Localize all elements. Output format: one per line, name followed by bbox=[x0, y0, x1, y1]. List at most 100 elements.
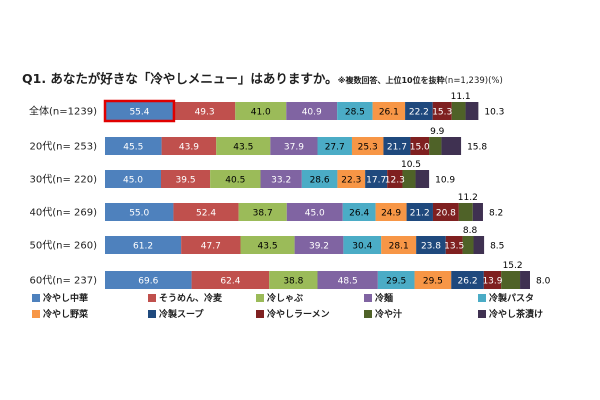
bar-segment bbox=[260, 170, 302, 188]
chart-title-sample-size: (n=1,239)(%) bbox=[444, 76, 503, 86]
legend-item: 冷や汁 bbox=[364, 307, 402, 320]
data-label: 10.3 bbox=[484, 108, 504, 118]
legend-item: 冷しゃぶ bbox=[256, 291, 303, 304]
data-label: 12.3 bbox=[385, 176, 405, 186]
bar-segment bbox=[472, 203, 483, 221]
legend-swatch bbox=[32, 310, 40, 318]
data-label: 25.3 bbox=[358, 143, 378, 153]
highlight-box bbox=[103, 99, 176, 123]
legend-label: そうめん、冷麦 bbox=[159, 294, 223, 304]
category-label: 50代(n= 260) bbox=[29, 240, 97, 252]
data-label: 10.5 bbox=[401, 160, 421, 170]
legend-swatch bbox=[364, 294, 372, 302]
bar-segment bbox=[238, 203, 287, 221]
bar-segment bbox=[377, 271, 415, 289]
bar-segment bbox=[240, 236, 295, 254]
data-label: 47.7 bbox=[201, 242, 221, 252]
bar-segment bbox=[451, 271, 484, 289]
data-label: 28.6 bbox=[310, 176, 330, 186]
data-label: 28.5 bbox=[345, 108, 365, 118]
legend-swatch bbox=[478, 310, 486, 318]
data-label: 55.0 bbox=[129, 209, 149, 219]
data-label: 45.0 bbox=[305, 209, 325, 219]
legend-item: 冷製パスタ bbox=[478, 291, 534, 304]
data-label: 26.1 bbox=[379, 108, 399, 118]
bar-segment bbox=[441, 137, 462, 155]
legend-label: 冷製パスタ bbox=[489, 294, 535, 304]
bar-segment bbox=[406, 203, 433, 221]
data-label: 8.8 bbox=[463, 226, 478, 236]
bar-segment bbox=[432, 203, 459, 221]
data-label: 21.7 bbox=[387, 143, 407, 153]
legend-label: 冷しゃぶ bbox=[267, 294, 304, 304]
bar-segment bbox=[235, 102, 287, 120]
data-label: 11.1 bbox=[451, 92, 471, 102]
bar-segment bbox=[462, 236, 474, 254]
data-label: 49.3 bbox=[195, 108, 215, 118]
data-label: 17.7 bbox=[366, 176, 386, 186]
bar-segment bbox=[432, 102, 452, 120]
bar-segment bbox=[429, 137, 442, 155]
legend-item: 冷やしラーメン bbox=[256, 307, 330, 320]
bar-segment bbox=[381, 236, 417, 254]
data-label: 38.8 bbox=[283, 277, 303, 287]
data-label: 43.9 bbox=[179, 143, 199, 153]
legend-item: 冷やし野菜 bbox=[32, 307, 88, 320]
data-label: 29.5 bbox=[386, 277, 406, 287]
category-label: 60代(n= 237) bbox=[29, 275, 97, 287]
data-label: 13.5 bbox=[444, 242, 464, 252]
legend-item: 冷やし茶漬け bbox=[478, 307, 543, 320]
data-label: 69.6 bbox=[138, 277, 158, 287]
legend-label: 冷麺 bbox=[375, 294, 394, 304]
bar-segment bbox=[387, 170, 403, 188]
legend-swatch bbox=[256, 294, 264, 302]
data-label: 62.4 bbox=[220, 277, 240, 287]
legend-swatch bbox=[148, 294, 156, 302]
data-label: 21.2 bbox=[410, 209, 430, 219]
data-label: 8.2 bbox=[489, 209, 503, 219]
bar-segment bbox=[105, 137, 162, 155]
bar-segment bbox=[105, 102, 174, 120]
data-label: 45.0 bbox=[123, 176, 143, 186]
chart-title-note: ※複数回答、上位10位を抜粋 bbox=[337, 76, 445, 85]
chart-title-main: Q1. あなたが好きな「冷やしメニュー」はありますか。 bbox=[22, 71, 338, 86]
bar-segment bbox=[105, 271, 192, 289]
data-label: 9.9 bbox=[430, 127, 445, 137]
data-label: 26.4 bbox=[349, 209, 369, 219]
category-label: 40代(n= 269) bbox=[29, 207, 97, 219]
legend-label: 冷や汁 bbox=[375, 310, 403, 320]
bar-segment bbox=[410, 137, 430, 155]
bar-segment bbox=[317, 137, 352, 155]
data-label: 26.2 bbox=[458, 277, 478, 287]
data-label: 43.5 bbox=[258, 242, 278, 252]
bar-segment bbox=[473, 236, 485, 254]
data-label: 13.9 bbox=[482, 277, 502, 287]
bar-segment bbox=[343, 236, 382, 254]
bar-segment bbox=[414, 271, 452, 289]
legend-label: 冷やし茶漬け bbox=[489, 310, 544, 320]
category-label: 20代(n= 253) bbox=[29, 141, 97, 153]
bar-segment bbox=[415, 170, 430, 188]
bar-segment bbox=[483, 271, 502, 289]
data-label: 27.7 bbox=[325, 143, 345, 153]
bar-segment bbox=[451, 102, 466, 120]
legend-swatch bbox=[364, 310, 372, 318]
bar-segment bbox=[465, 102, 479, 120]
data-label: 23.8 bbox=[421, 242, 441, 252]
bar-segment bbox=[402, 170, 416, 188]
bar-segment bbox=[317, 271, 378, 289]
bar-segment bbox=[501, 271, 521, 289]
bar-segment bbox=[365, 170, 388, 188]
data-label: 15.2 bbox=[503, 261, 523, 271]
bar-segment bbox=[105, 203, 174, 221]
bar-segment bbox=[173, 203, 239, 221]
data-label: 22.2 bbox=[409, 108, 429, 118]
data-label: 15.0 bbox=[410, 143, 430, 153]
bar-segment bbox=[161, 137, 217, 155]
data-label: 10.9 bbox=[435, 176, 455, 186]
bar-segment bbox=[105, 236, 182, 254]
data-label: 8.0 bbox=[536, 277, 551, 287]
data-label: 33.2 bbox=[271, 176, 291, 186]
